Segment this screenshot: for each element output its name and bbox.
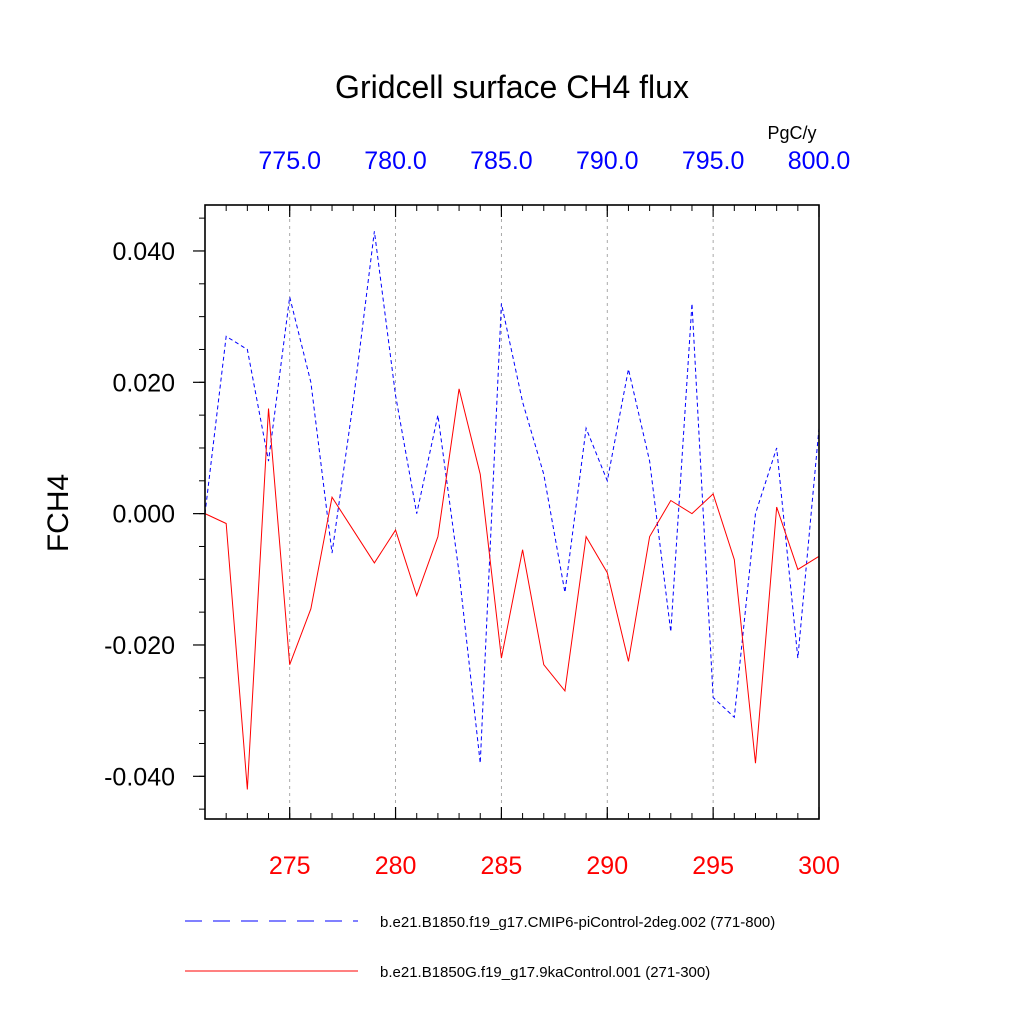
bottom-x-tick-labels: 275 280 285 290 295 300	[269, 852, 840, 880]
x-tick-label-top: 795.0	[682, 147, 745, 175]
legend-label-red: b.e21.B1850G.f19_g17.9kaControl.001 (271…	[380, 964, 710, 981]
legend: b.e21.B1850.f19_g17.CMIP6-piControl-2deg…	[185, 914, 775, 981]
series-line-red-solid	[204, 388, 820, 790]
x-tick-label-bottom: 285	[481, 852, 523, 880]
x-tick-label-bottom: 300	[798, 852, 840, 880]
x-tick-label-bottom: 290	[586, 852, 628, 880]
x-tick-label-top: 775.0	[258, 147, 321, 175]
x-tick-label-top: 780.0	[364, 147, 427, 175]
x-tick-label-bottom: 295	[692, 852, 734, 880]
x-tick-label-top: 785.0	[470, 147, 533, 175]
y-tick-label: 0.020	[112, 369, 175, 397]
x-tick-label-bottom: 275	[269, 852, 311, 880]
y-tick-labels: 0.040 0.020 0.000 -0.020 -0.040	[104, 238, 175, 791]
series-line-blue-dashed	[204, 231, 820, 764]
units-label: PgC/y	[767, 123, 816, 143]
y-axis-title: FCH4	[42, 474, 75, 552]
series-lines	[204, 231, 820, 790]
legend-label-blue: b.e21.B1850.f19_g17.CMIP6-piControl-2deg…	[380, 914, 775, 931]
top-x-tick-labels: 775.0 780.0 785.0 790.0 795.0 800.0	[258, 147, 850, 175]
x-tick-label-top: 790.0	[576, 147, 639, 175]
y-tick-label: -0.020	[104, 632, 175, 660]
x-tick-label-top: 800.0	[788, 147, 851, 175]
y-tick-label: 0.000	[112, 501, 175, 529]
x-tick-label-bottom: 280	[375, 852, 417, 880]
gridlines	[289, 205, 714, 819]
major-ticks	[193, 205, 820, 819]
chart-title: Gridcell surface CH4 flux	[335, 69, 689, 105]
plot-frame	[204, 204, 820, 820]
y-tick-label: -0.040	[104, 763, 175, 791]
y-tick-label: 0.040	[112, 238, 175, 266]
